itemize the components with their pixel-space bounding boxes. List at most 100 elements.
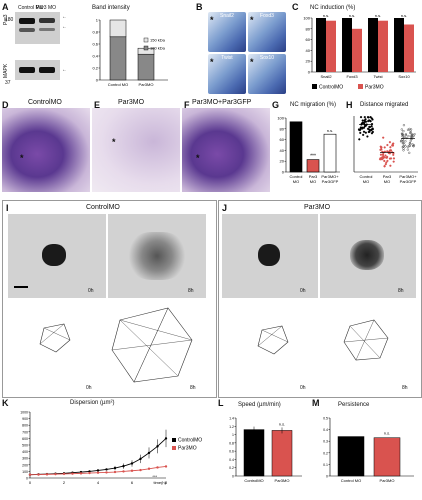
data-point — [156, 466, 159, 469]
time-label: 8h — [188, 288, 194, 294]
scatter-point — [406, 128, 410, 131]
bar — [306, 159, 320, 173]
scatter-point — [389, 157, 393, 160]
x-tick-label-part: MO — [363, 179, 369, 184]
panel-label-m: M — [312, 398, 320, 408]
y-tick-label: 40 — [280, 148, 285, 153]
scatter-point — [362, 133, 365, 136]
x-tick-label-part: Control — [290, 174, 303, 179]
panel-label-j: J — [222, 203, 228, 213]
explant-dispersed — [128, 232, 186, 280]
chart-g-title: NC migration (%) — [290, 102, 337, 108]
scatter-point — [369, 116, 372, 119]
y-tick-label: 400 — [22, 450, 28, 454]
panel-d-title: ControlMO — [28, 99, 62, 106]
legend-swatch — [358, 84, 363, 89]
scatter-point — [383, 159, 386, 163]
scatter-point — [368, 119, 371, 122]
y-tick-label: 200 — [22, 463, 28, 467]
scatter-point — [359, 116, 363, 119]
scatter-point — [408, 142, 412, 145]
x-tick-label: Par3MO — [380, 478, 395, 483]
x-tick-label: 4 — [97, 480, 100, 485]
scatter-point — [404, 145, 407, 148]
data-point — [45, 473, 49, 476]
x-tick-label: Par3MO — [275, 478, 290, 483]
x-tick-label-part: MO — [293, 179, 299, 184]
explant-compact — [350, 240, 384, 270]
explant-control-8h: 8h — [108, 214, 206, 298]
time-label: 0h — [88, 288, 94, 294]
x-tick-label: Par3MO — [139, 82, 154, 87]
scatter-point — [392, 160, 395, 163]
scatter-point — [406, 148, 409, 151]
annotation: n.s. — [279, 421, 285, 426]
band-control-mapk — [19, 67, 35, 73]
scatter-point — [404, 133, 408, 136]
y-tick-label: 0 — [26, 477, 28, 481]
panel-label-k: K — [2, 398, 9, 408]
scatter-point — [389, 149, 393, 152]
marker-label: Foxd3 — [260, 13, 274, 19]
marker-label: Sox10 — [259, 55, 275, 61]
scatter-point — [371, 130, 374, 134]
band-par3-150 — [39, 28, 55, 31]
legend-label: 150 kDa — [150, 38, 166, 43]
scatter-point — [392, 153, 395, 156]
time-label: 8h — [190, 385, 196, 391]
scatter-point — [385, 161, 388, 164]
bar — [368, 18, 378, 72]
scatter-point — [400, 128, 403, 131]
lane-label-control: Control MO — [18, 5, 44, 11]
bar — [326, 20, 336, 72]
y-tick-label: 900 — [22, 417, 28, 421]
y-tick-label: 0 — [282, 170, 285, 175]
x-tick-label: 8 — [165, 480, 168, 485]
scatter-point — [362, 130, 366, 133]
scatter-point — [402, 130, 405, 133]
x-tick-label: Control MO — [108, 82, 128, 87]
y-tick-label: 700 — [22, 430, 28, 434]
y-tick-label: 1.4 — [229, 417, 234, 421]
y-tick-label: 0.2 — [92, 66, 98, 71]
row-label-mapk: MAPK — [3, 63, 9, 78]
band-control-180 — [19, 18, 35, 24]
bar — [137, 53, 155, 81]
scatter-point — [401, 145, 404, 149]
time-label: 8h — [402, 385, 408, 391]
y-tick-label: 600 — [22, 437, 28, 441]
y-tick-label: 80 — [280, 126, 285, 131]
y-tick-label: 0.6 — [229, 450, 234, 454]
scatter-point — [407, 134, 410, 138]
panel-label-f: F — [184, 100, 190, 110]
tracking-control — [39, 307, 193, 383]
panel-label-d: D — [2, 100, 9, 110]
embryo-sox10: * Sox10 — [248, 54, 286, 94]
scatter-point — [409, 139, 412, 142]
y-tick-label: 0.5 — [323, 417, 328, 421]
x-tick-label-part: Control — [360, 174, 373, 179]
bar — [378, 20, 388, 72]
annotation: *** — [310, 154, 316, 160]
scatter-point — [358, 138, 361, 141]
y-tick-label: 20 — [280, 159, 285, 164]
y-tick-label: 80 — [306, 26, 311, 31]
data-point — [88, 470, 91, 473]
scatter-point — [381, 153, 385, 156]
x-tick-label: 6 — [131, 480, 134, 485]
y-tick-label: 300 — [22, 457, 28, 461]
time-label: 8h — [398, 288, 404, 294]
y-tick-label: 500 — [22, 444, 28, 448]
y-tick-label: 1000 — [20, 411, 28, 415]
scatter-point — [399, 140, 403, 143]
y-tick-label: 0.6 — [92, 42, 98, 47]
y-tick-label: 1 — [96, 18, 99, 23]
scatter-point — [400, 132, 404, 135]
panel-j-title: Par3MO — [304, 204, 331, 211]
scatter-point — [389, 146, 392, 149]
y-tick-label: 60 — [306, 37, 311, 42]
data-point — [147, 451, 151, 455]
scatter-point — [403, 143, 406, 146]
legend-label: ControlMO — [319, 85, 343, 91]
panel-label-i: I — [6, 203, 9, 213]
